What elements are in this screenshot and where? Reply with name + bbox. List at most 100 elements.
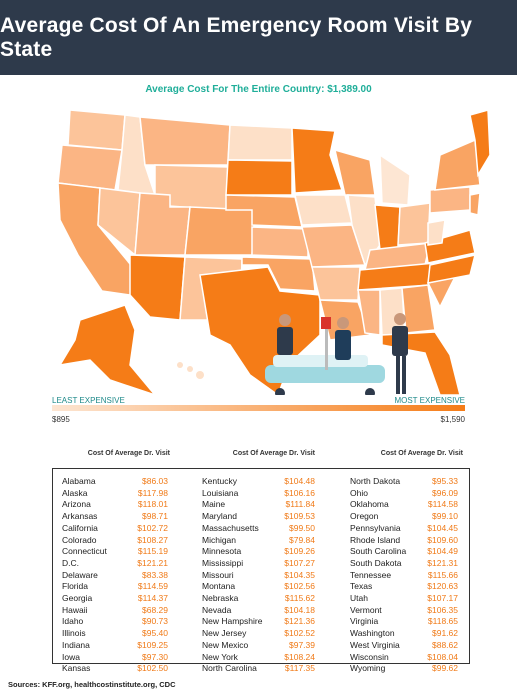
table-row: Illinois $95.40 [62,628,168,640]
state-name: Massachusetts [202,522,259,533]
state-colorado [184,206,256,256]
table-row: Michigan $79.84 [202,535,315,547]
state-cost: $117.35 [284,663,315,674]
table-row: Wisconsin $108.04 [350,652,458,664]
table-row: Texas $120.63 [350,581,458,593]
state-cost: $118.01 [137,499,168,510]
state-name: Arizona [62,499,91,510]
state-name: Missouri [202,569,234,580]
state-montana [139,116,231,166]
state-new-york [434,138,481,191]
state-cost: $91.62 [432,628,458,639]
state-cost: $114.59 [137,581,168,592]
table-row: Minnesota $109.26 [202,546,315,558]
state-oregon [57,144,123,191]
table-row: New Mexico $97.39 [202,640,315,652]
state-cost: $102.50 [137,663,168,674]
table-row: Maryland $109.53 [202,511,315,523]
state-name: Rhode Island [350,534,401,545]
table-row: Montana $102.56 [202,581,315,593]
state-name: Texas [350,581,373,592]
state-mississippi [357,289,381,336]
state-name: North Dakota [350,476,401,486]
state-cost: $98.71 [142,511,168,522]
state-cost: $114.58 [427,499,458,510]
state-cost: $104.49 [427,546,458,557]
state-cost: $121.36 [284,616,315,627]
state-cost: $121.31 [427,557,458,568]
state-name: Minnesota [202,546,242,557]
legend-min-value: $895 [52,415,70,424]
state-name: Nevada [202,604,232,615]
state-arkansas [311,266,361,301]
table-row: Connecticut $115.19 [62,546,168,558]
state-name: Oregon [350,511,379,522]
state-name: Kansas [62,663,91,674]
table-row: Nevada $104.18 [202,605,315,617]
state-ohio [397,202,431,246]
state-name: Oklahoma [350,499,389,510]
state-name: Kentucky [202,476,237,486]
table-row: Hawaii $68.29 [62,605,168,617]
state-wisconsin [333,148,376,196]
state-name: Louisiana [202,487,239,498]
state-alaska [58,304,156,395]
state-cost: $120.63 [427,581,458,592]
state-cost: $97.39 [289,639,315,650]
us-map [57,109,490,395]
state-cost: $106.35 [427,604,458,615]
state-name: Washington [350,628,395,639]
state-cost: $118.65 [427,616,458,627]
table-row: California $102.72 [62,523,168,535]
table-row: Oklahoma $114.58 [350,499,458,511]
state-pennsylvania [429,186,471,214]
column-header-1: Cost Of Average Dr. Visit [87,450,170,457]
state-name: Utah [350,593,368,604]
state-name: California [62,522,98,533]
sources-note: Sources: KFF.org, healthcostinstitute.or… [8,680,176,689]
table-row: Arizona $118.01 [62,499,168,511]
state-name: Arkansas [62,511,98,522]
state-cost: $109.25 [137,639,168,650]
table-row: Virginia $118.65 [350,616,458,628]
table-row: Georgia $114.37 [62,593,168,605]
state-cost: $117.98 [137,487,168,498]
state-cost: $109.53 [284,511,315,522]
table-row: North Dakota $95.33 [350,476,458,488]
table-row: Massachusetts $99.50 [202,523,315,535]
table-row: New Jersey $102.52 [202,628,315,640]
state-michigan [379,153,411,206]
state-name: Michigan [202,534,237,545]
table-row: New Hampshire $121.36 [202,616,315,628]
table-row: North Carolina $117.35 [202,663,315,675]
table-row: Alabama $86.03 [62,476,168,488]
state-name: D.C. [62,557,79,568]
state-name: New Hampshire [202,616,263,627]
table-row: Colorado $108.27 [62,535,168,547]
state-name: Mississippi [202,557,244,568]
cost-table [52,468,470,664]
table-row: New York $108.24 [202,652,315,664]
table-row: Washington $91.62 [350,628,458,640]
state-cost: $106.16 [284,487,315,498]
state-name: Alaska [62,487,88,498]
table-row: Louisiana $106.16 [202,488,315,500]
table-row: Alaska $117.98 [62,488,168,500]
state-name: Vermont [350,604,382,615]
state-cost: $109.60 [427,534,458,545]
state-cost: $114.37 [137,593,168,604]
state-kansas [251,226,309,258]
state-cost: $121.21 [137,557,168,568]
state-name: Illinois [62,628,86,639]
state-hawaii [177,362,204,379]
state-cost: $79.84 [289,534,315,545]
state-name: New York [202,651,238,662]
state-name: Montana [202,581,236,592]
state-cost: $95.33 [432,476,458,486]
table-column-2: Kentucky $104.48 Louisiana $106.16 Maine $111… [202,476,315,675]
national-average: Average Cost For The Entire Country: $1,… [145,84,372,95]
state-cost: $102.56 [284,581,315,592]
state-name: Maryland [202,511,237,522]
state-name: West Virginia [350,639,400,650]
state-cost: $83.38 [142,569,168,580]
